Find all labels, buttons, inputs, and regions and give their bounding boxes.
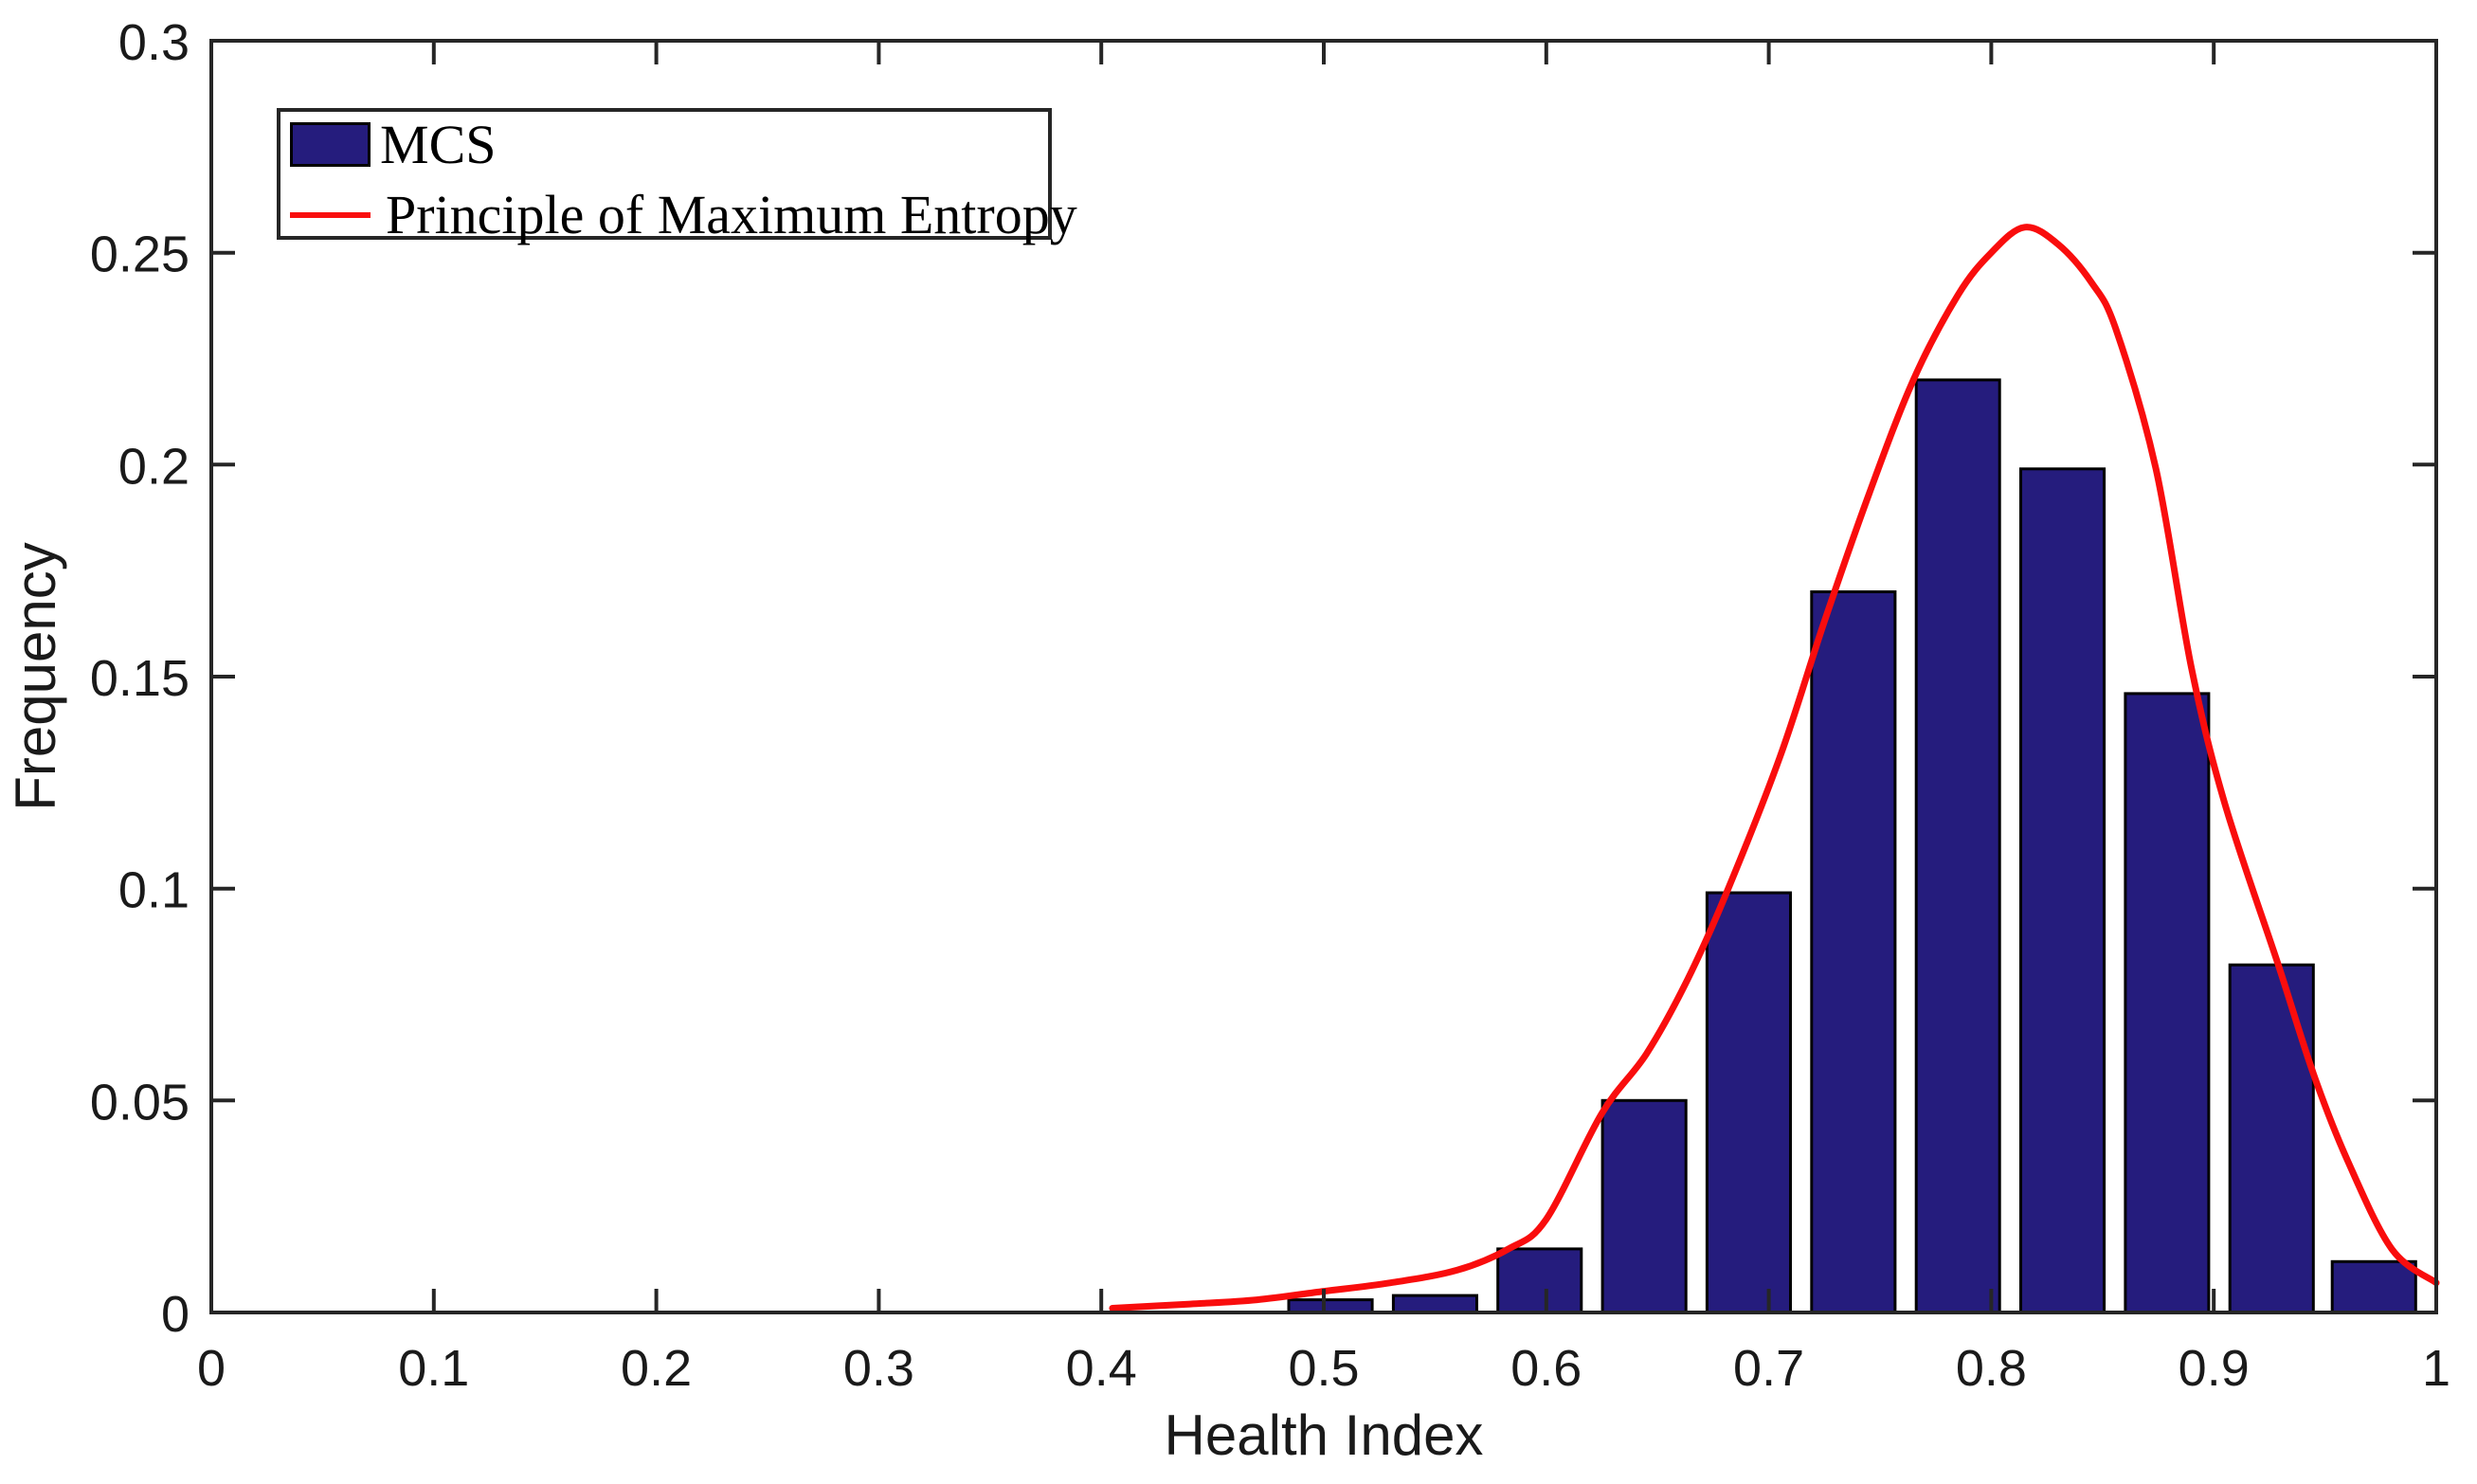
histogram-bar xyxy=(1600,1098,1688,1314)
x-tick-label: 0.4 xyxy=(1066,1340,1137,1397)
histogram-bar xyxy=(1287,1298,1374,1314)
y-tick-label: 0.1 xyxy=(118,862,190,919)
y-tick-label: 0.25 xyxy=(90,226,190,283)
histogram-bar xyxy=(2330,1259,2417,1314)
legend-item-entropy: Principle of Maximum Entropy xyxy=(290,187,1077,242)
x-tick-label: 0.1 xyxy=(398,1340,469,1397)
y-tick-label: 0.2 xyxy=(118,438,190,495)
histogram-bar xyxy=(1391,1294,1479,1314)
x-tick-label: 0 xyxy=(197,1340,226,1397)
histogram-bar xyxy=(1496,1247,1583,1314)
legend-item-mcs: MCS xyxy=(290,113,497,175)
y-axis-label: Frequency xyxy=(4,542,67,810)
x-tick-label: 0.7 xyxy=(1733,1340,1804,1397)
mcs-bar-swatch-icon xyxy=(290,122,371,167)
x-axis-label: Health Index xyxy=(1165,1403,1484,1467)
legend-label-entropy: Principle of Maximum Entropy xyxy=(386,183,1077,245)
y-tick-label: 0 xyxy=(161,1286,190,1343)
histogram-bar xyxy=(2019,467,2106,1314)
histogram-bar xyxy=(2124,692,2211,1314)
x-tick-label: 0.9 xyxy=(2179,1340,2250,1397)
max-entropy-curve xyxy=(1109,224,2440,1312)
y-tick-label: 0.15 xyxy=(90,650,190,707)
x-tick-label: 0.5 xyxy=(1288,1340,1359,1397)
x-tick-label: 0.3 xyxy=(843,1340,914,1397)
legend-label-mcs: MCS xyxy=(380,113,497,175)
x-tick-label: 0.8 xyxy=(1956,1340,2027,1397)
entropy-line-swatch-icon xyxy=(290,211,371,218)
x-tick-label: 1 xyxy=(2422,1340,2450,1397)
histogram-bar xyxy=(2228,963,2315,1314)
y-tick-label: 0.05 xyxy=(90,1074,190,1131)
x-tick-label: 0.2 xyxy=(621,1340,692,1397)
y-tick-label: 0.3 xyxy=(118,14,190,71)
legend-box: MCS Principle of Maximum Entropy xyxy=(277,108,1077,242)
histogram-bar xyxy=(1705,891,1793,1314)
x-tick-label: 0.6 xyxy=(1510,1340,1582,1397)
histogram-bar xyxy=(1914,378,2001,1314)
histogram-bar xyxy=(1810,590,1897,1314)
